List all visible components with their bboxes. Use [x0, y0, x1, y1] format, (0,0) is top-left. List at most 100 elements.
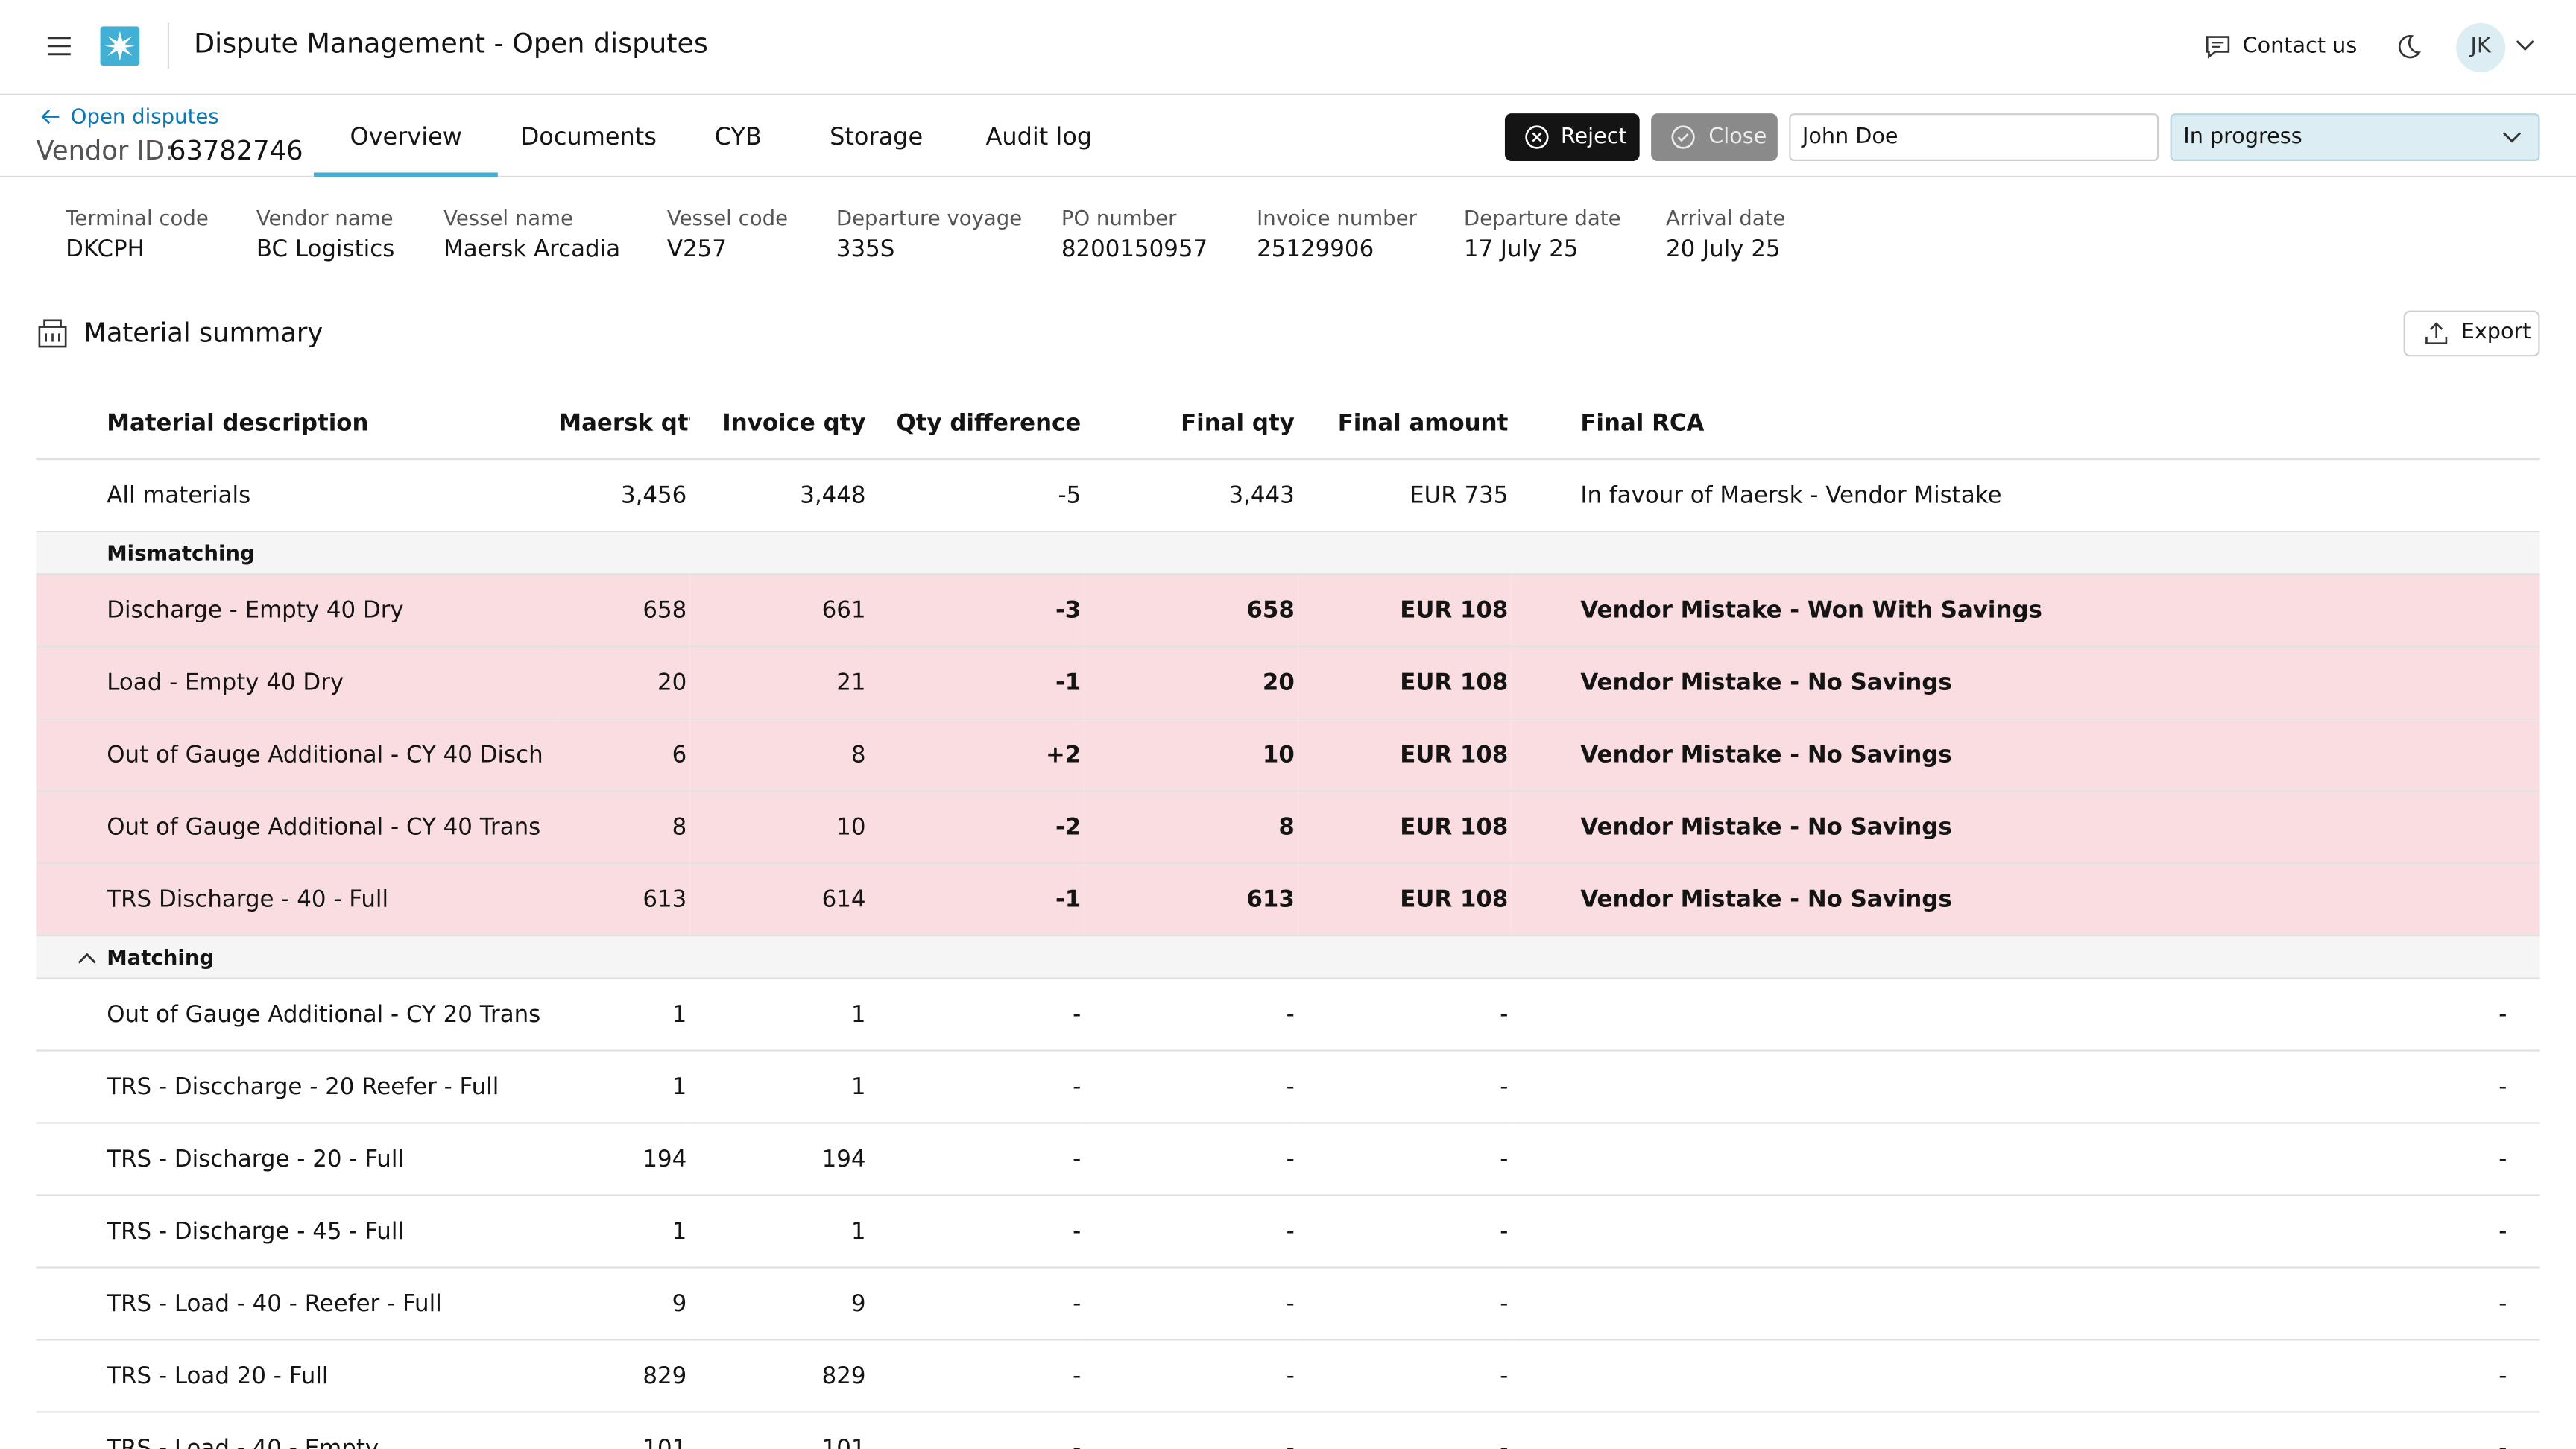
- export-button[interactable]: Export: [2403, 310, 2540, 357]
- chevron[interactable]: [2515, 40, 2534, 53]
- cell: TRS - Load 20 - Full: [36, 1339, 559, 1413]
- cell: Vendor Mistake - No Savings: [1511, 719, 2540, 792]
- tab[interactable]: CYB: [714, 124, 763, 151]
- cell: 8: [1084, 791, 1298, 865]
- column-header: Final amount: [1298, 388, 1512, 461]
- cell: 1: [558, 1050, 690, 1124]
- detail-label: Vessel code: [666, 205, 789, 230]
- cell: -: [1511, 1123, 2540, 1196]
- detail-label: Invoice number: [1257, 205, 1417, 230]
- cell: -2: [868, 791, 1085, 865]
- reject-button[interactable]: Reject: [1504, 113, 1640, 162]
- contact-link[interactable]: Contact us: [2242, 34, 2358, 60]
- cell: 10: [1084, 719, 1298, 792]
- group-cell: Mismatching: [36, 531, 2540, 575]
- cell: -: [1511, 978, 2540, 1052]
- cell: 658: [558, 574, 690, 648]
- detail-value: 25129906: [1257, 236, 1374, 263]
- assignee-input[interactable]: John Doe: [1789, 113, 2159, 162]
- group-name: Matching: [107, 944, 215, 970]
- cell: -: [1511, 1412, 2540, 1449]
- tab[interactable]: Audit log: [985, 124, 1093, 151]
- cell: -: [1084, 1267, 1298, 1341]
- cell: 20: [558, 646, 690, 720]
- group-row: Mismatching: [36, 531, 2540, 575]
- detail-label: Departure date: [1463, 205, 1621, 230]
- menu-icon[interactable]: [46, 34, 72, 57]
- cell: 101: [558, 1412, 690, 1449]
- cell: TRS Discharge - 40 - Full: [36, 863, 559, 937]
- cell: 194: [558, 1123, 690, 1196]
- export-label: Export: [2460, 320, 2531, 345]
- cell: -: [1511, 1267, 2540, 1341]
- material-row: Load - Empty 40 Dry 20 21 -1 20 EUR 108 Vendor…: [36, 646, 2540, 720]
- cell: 829: [558, 1339, 690, 1413]
- cell: TRS - Discharge - 20 - Full: [36, 1123, 559, 1196]
- chat-icon: [2206, 36, 2230, 59]
- sub-header: Open disputes Vendor ID: 63782746 Overvi…: [0, 95, 2576, 178]
- material-row: TRS - Load 20 - Full 829 829- - - -: [36, 1339, 2540, 1413]
- cell: 20: [1084, 646, 1298, 720]
- cell: TRS - Disccharge - 20 Reefer - Full: [36, 1050, 559, 1124]
- table-body: All materials 3,456 3,448 -5 3,443 EUR 735 In …: [36, 459, 2540, 1449]
- cell: -: [1084, 1339, 1298, 1413]
- theme-toggle[interactable]: [2396, 33, 2422, 59]
- cell: Vendor Mistake - No Savings: [1511, 791, 2540, 865]
- detail-value: V257: [666, 236, 727, 263]
- column-header: Maersk qty: [558, 388, 690, 461]
- cell: 6: [558, 719, 690, 792]
- cell: All materials: [36, 459, 559, 533]
- cell: 9: [689, 1267, 869, 1341]
- material-row: TRS - Load - 40 - Empty 101 101- - - -: [36, 1412, 2540, 1449]
- detail-value: 17 July 25: [1463, 236, 1579, 263]
- cell: -: [868, 1412, 1085, 1449]
- column-header: Invoice qty: [689, 388, 869, 461]
- close-label: Close: [1708, 124, 1767, 150]
- cell: -: [1298, 978, 1512, 1052]
- material-row: TRS - Disccharge - 20 Reefer - Full 1 1- - -…: [36, 1050, 2540, 1124]
- cell: -: [1511, 1195, 2540, 1269]
- detail-value: BC Logistics: [256, 236, 395, 263]
- tab[interactable]: Documents: [520, 124, 657, 151]
- detail-label: Departure voyage: [836, 205, 1023, 230]
- tab[interactable]: Storage: [830, 124, 924, 151]
- cell: 614: [689, 863, 869, 937]
- cell: Vendor Mistake - No Savings: [1511, 863, 2540, 937]
- column-header: Final qty: [1084, 388, 1298, 461]
- cell: Load - Empty 40 Dry: [36, 646, 559, 720]
- group-cell: Matching: [36, 935, 2540, 979]
- top-bar: Dispute Management - Open disputes Conta…: [0, 0, 2576, 95]
- total-row: All materials 3,456 3,448 -5 3,443 EUR 735 In …: [36, 459, 2540, 533]
- back-link[interactable]: Open disputes: [70, 103, 219, 128]
- cell: -: [1084, 1195, 1298, 1269]
- cell: 1: [689, 1195, 869, 1269]
- collapse-icon[interactable]: [78, 951, 97, 965]
- cell: 1: [558, 1195, 690, 1269]
- cell: 9: [558, 1267, 690, 1341]
- reject-label: Reject: [1560, 124, 1627, 150]
- cell: TRS - Discharge - 45 - Full: [36, 1195, 559, 1269]
- cell: -: [1084, 1123, 1298, 1196]
- avatar[interactable]: JK: [2456, 22, 2506, 72]
- cell: EUR 108: [1298, 719, 1512, 792]
- cell: -: [1511, 1050, 2540, 1124]
- status-select[interactable]: In progress: [2170, 113, 2540, 162]
- cell: 3,443: [1084, 459, 1298, 533]
- cell: -5: [868, 459, 1085, 533]
- cell: TRS - Load - 40 - Empty: [36, 1412, 559, 1449]
- material-row: Out of Gauge Additional - CY 20 Trans 1 1-…: [36, 978, 2540, 1052]
- cell: -: [1298, 1267, 1512, 1341]
- cell: -: [868, 1267, 1085, 1341]
- cell: 1: [689, 978, 869, 1052]
- export-icon: [2425, 322, 2448, 344]
- tab[interactable]: Overview: [313, 95, 499, 178]
- cell: TRS - Load - 40 - Reefer - Full: [36, 1267, 559, 1341]
- cell: Out of Gauge Additional - CY 40 Trans: [36, 791, 559, 865]
- close-icon: [1671, 125, 1695, 149]
- cell: -: [868, 1195, 1085, 1269]
- cell: EUR 108: [1298, 791, 1512, 865]
- close-button[interactable]: Close: [1651, 113, 1778, 162]
- cell: Out of Gauge Additional - CY 40 Disch: [36, 719, 559, 792]
- cell: EUR 108: [1298, 863, 1512, 937]
